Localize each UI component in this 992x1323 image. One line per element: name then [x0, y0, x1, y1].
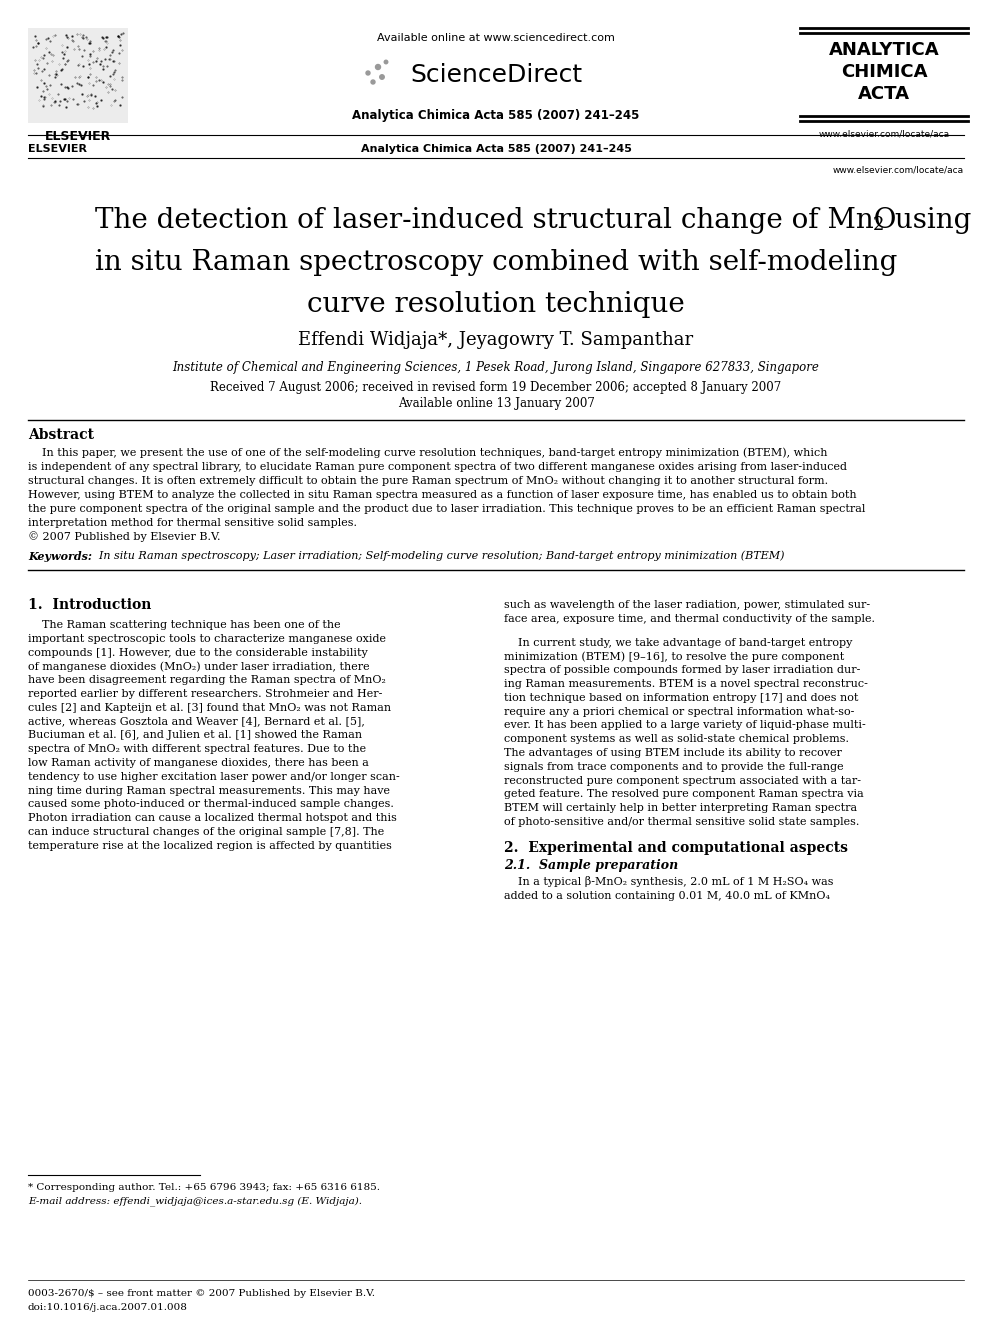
Text: geted feature. The resolved pure component Raman spectra via: geted feature. The resolved pure compone…	[504, 790, 864, 799]
Text: spectra of MnO₂ with different spectral features. Due to the: spectra of MnO₂ with different spectral …	[28, 745, 366, 754]
Text: However, using BTEM to analyze the collected in situ Raman spectra measured as a: However, using BTEM to analyze the colle…	[28, 490, 857, 500]
Text: signals from trace components and to provide the full-range: signals from trace components and to pro…	[504, 762, 843, 771]
Text: © 2007 Published by Elsevier B.V.: © 2007 Published by Elsevier B.V.	[28, 532, 220, 542]
Circle shape	[380, 75, 384, 79]
Text: Buciuman et al. [6], and Julien et al. [1] showed the Raman: Buciuman et al. [6], and Julien et al. […	[28, 730, 362, 741]
Text: * Corresponding author. Tel.: +65 6796 3943; fax: +65 6316 6185.: * Corresponding author. Tel.: +65 6796 3…	[28, 1184, 380, 1192]
Text: E-mail address: effendi_widjaja@ices.a-star.edu.sg (E. Widjaja).: E-mail address: effendi_widjaja@ices.a-s…	[28, 1196, 362, 1205]
Text: The advantages of using BTEM include its ability to recover: The advantages of using BTEM include its…	[504, 747, 842, 758]
Text: In situ Raman spectroscopy; Laser irradiation; Self-modeling curve resolution; B: In situ Raman spectroscopy; Laser irradi…	[92, 550, 785, 561]
Text: Available online at www.sciencedirect.com: Available online at www.sciencedirect.co…	[377, 33, 615, 44]
Text: ANALYTICA: ANALYTICA	[828, 41, 939, 60]
Circle shape	[376, 65, 381, 70]
Text: Photon irradiation can cause a localized thermal hotspot and this: Photon irradiation can cause a localized…	[28, 814, 397, 823]
Text: caused some photo-induced or thermal-induced sample changes.: caused some photo-induced or thermal-ind…	[28, 799, 394, 810]
Text: face area, exposure time, and thermal conductivity of the sample.: face area, exposure time, and thermal co…	[504, 614, 875, 624]
Bar	[28, 28, 128, 123]
Text: is independent of any spectral library, to elucidate Raman pure component spectr: is independent of any spectral library, …	[28, 462, 847, 472]
Circle shape	[384, 61, 388, 64]
Text: minimization (BTEM) [9–16], to resolve the pure component: minimization (BTEM) [9–16], to resolve t…	[504, 651, 844, 662]
Text: tendency to use higher excitation laser power and/or longer scan-: tendency to use higher excitation laser …	[28, 771, 400, 782]
Text: Effendi Widjaja*, Jeyagowry T. Sampanthar: Effendi Widjaja*, Jeyagowry T. Sampantha…	[299, 331, 693, 349]
Text: temperature rise at the localized region is affected by quantities: temperature rise at the localized region…	[28, 841, 392, 851]
Text: important spectroscopic tools to characterize manganese oxide: important spectroscopic tools to charact…	[28, 634, 386, 644]
Text: ing Raman measurements. BTEM is a novel spectral reconstruc-: ing Raman measurements. BTEM is a novel …	[504, 679, 868, 689]
Text: CHIMICA: CHIMICA	[841, 64, 928, 81]
Text: The Raman scattering technique has been one of the: The Raman scattering technique has been …	[28, 620, 340, 630]
Text: Institute of Chemical and Engineering Sciences, 1 Pesek Road, Jurong Island, Sin: Institute of Chemical and Engineering Sc…	[173, 361, 819, 374]
Text: ELSEVIER: ELSEVIER	[28, 144, 87, 153]
Text: The detection of laser-induced structural change of MnO: The detection of laser-induced structura…	[95, 206, 897, 233]
Text: www.elsevier.com/locate/aca: www.elsevier.com/locate/aca	[818, 130, 949, 139]
Text: spectra of possible compounds formed by laser irradiation dur-: spectra of possible compounds formed by …	[504, 665, 860, 675]
Text: component systems as well as solid-state chemical problems.: component systems as well as solid-state…	[504, 734, 849, 745]
Text: low Raman activity of manganese dioxides, there has been a: low Raman activity of manganese dioxides…	[28, 758, 369, 767]
Text: Analytica Chimica Acta 585 (2007) 241–245: Analytica Chimica Acta 585 (2007) 241–24…	[352, 108, 640, 122]
Text: Received 7 August 2006; received in revised form 19 December 2006; accepted 8 Ja: Received 7 August 2006; received in revi…	[210, 381, 782, 394]
Text: Keywords:: Keywords:	[28, 550, 92, 561]
Text: interpretation method for thermal sensitive solid samples.: interpretation method for thermal sensit…	[28, 519, 357, 528]
Text: added to a solution containing 0.01 M, 40.0 mL of KMnO₄: added to a solution containing 0.01 M, 4…	[504, 890, 830, 901]
Text: 2.  Experimental and computational aspects: 2. Experimental and computational aspect…	[504, 841, 848, 855]
Text: can induce structural changes of the original sample [7,8]. The: can induce structural changes of the ori…	[28, 827, 384, 837]
Text: Available online 13 January 2007: Available online 13 January 2007	[398, 397, 594, 410]
Text: www.elsevier.com/locate/aca: www.elsevier.com/locate/aca	[833, 165, 964, 175]
Text: In current study, we take advantage of band-target entropy: In current study, we take advantage of b…	[504, 638, 852, 647]
Text: ACTA: ACTA	[858, 85, 910, 103]
Text: compounds [1]. However, due to the considerable instability: compounds [1]. However, due to the consi…	[28, 647, 368, 658]
Text: using: using	[886, 206, 971, 233]
Circle shape	[371, 79, 375, 83]
Text: 2: 2	[873, 216, 885, 234]
Text: ever. It has been applied to a large variety of liquid-phase multi-: ever. It has been applied to a large var…	[504, 721, 866, 730]
Circle shape	[366, 71, 370, 75]
Text: In this paper, we present the use of one of the self-modeling curve resolution t: In this paper, we present the use of one…	[28, 447, 827, 458]
Text: such as wavelength of the laser radiation, power, stimulated sur-: such as wavelength of the laser radiatio…	[504, 601, 870, 610]
Text: ScienceDirect: ScienceDirect	[410, 64, 582, 87]
Text: reported earlier by different researchers. Strohmeier and Her-: reported earlier by different researcher…	[28, 689, 382, 699]
Text: of manganese dioxides (MnO₂) under laser irradiation, there: of manganese dioxides (MnO₂) under laser…	[28, 662, 370, 672]
Text: curve resolution technique: curve resolution technique	[308, 291, 684, 318]
Text: ELSEVIER: ELSEVIER	[45, 131, 111, 143]
Text: Abstract: Abstract	[28, 429, 94, 442]
Text: reconstructed pure component spectrum associated with a tar-: reconstructed pure component spectrum as…	[504, 775, 861, 786]
Text: cules [2] and Kapteijn et al. [3] found that MnO₂ was not Raman: cules [2] and Kapteijn et al. [3] found …	[28, 703, 391, 713]
Text: 1.  Introduction: 1. Introduction	[28, 598, 152, 613]
Text: of photo-sensitive and/or thermal sensitive solid state samples.: of photo-sensitive and/or thermal sensit…	[504, 818, 859, 827]
Text: ning time during Raman spectral measurements. This may have: ning time during Raman spectral measurem…	[28, 786, 390, 795]
Text: structural changes. It is often extremely difficult to obtain the pure Raman spe: structural changes. It is often extremel…	[28, 476, 828, 486]
Text: require any a priori chemical or spectral information what-so-: require any a priori chemical or spectra…	[504, 706, 854, 717]
Text: doi:10.1016/j.aca.2007.01.008: doi:10.1016/j.aca.2007.01.008	[28, 1303, 187, 1311]
Text: tion technique based on information entropy [17] and does not: tion technique based on information entr…	[504, 693, 858, 703]
Text: BTEM will certainly help in better interpreting Raman spectra: BTEM will certainly help in better inter…	[504, 803, 857, 814]
Text: in situ Raman spectroscopy combined with self-modeling: in situ Raman spectroscopy combined with…	[95, 249, 897, 275]
Text: Analytica Chimica Acta 585 (2007) 241–245: Analytica Chimica Acta 585 (2007) 241–24…	[360, 144, 632, 153]
Text: active, whereas Gosztola and Weaver [4], Bernard et al. [5],: active, whereas Gosztola and Weaver [4],…	[28, 717, 365, 726]
Text: In a typical β-MnO₂ synthesis, 2.0 mL of 1 M H₂SO₄ was: In a typical β-MnO₂ synthesis, 2.0 mL of…	[504, 876, 833, 888]
Text: 0003-2670/$ – see front matter © 2007 Published by Elsevier B.V.: 0003-2670/$ – see front matter © 2007 Pu…	[28, 1290, 375, 1298]
Text: have been disagreement regarding the Raman spectra of MnO₂: have been disagreement regarding the Ram…	[28, 675, 386, 685]
Text: 2.1.  Sample preparation: 2.1. Sample preparation	[504, 860, 679, 872]
Text: the pure component spectra of the original sample and the product due to laser i: the pure component spectra of the origin…	[28, 504, 865, 515]
